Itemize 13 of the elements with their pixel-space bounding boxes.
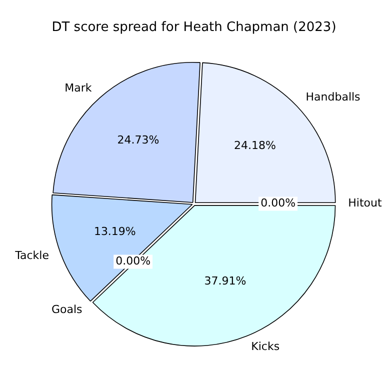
data-label: 24.73% bbox=[117, 134, 160, 147]
category-label: Goals bbox=[51, 302, 82, 316]
category-label: Hitout bbox=[348, 196, 382, 210]
slice-label: Mark bbox=[64, 81, 92, 94]
chart-title: DT score spread for Heath Chapman (2023) bbox=[52, 20, 336, 36]
data-label: 37.91% bbox=[204, 274, 246, 288]
slice-label: Tackle bbox=[14, 248, 50, 262]
data-label: 24.18% bbox=[234, 138, 276, 152]
text: 0.00% bbox=[116, 254, 151, 268]
slice-label: Handballs bbox=[306, 90, 361, 104]
slice-label: Kicks bbox=[251, 340, 280, 353]
text: 0.00% bbox=[260, 196, 296, 210]
data-label: 13.19% bbox=[94, 225, 136, 238]
